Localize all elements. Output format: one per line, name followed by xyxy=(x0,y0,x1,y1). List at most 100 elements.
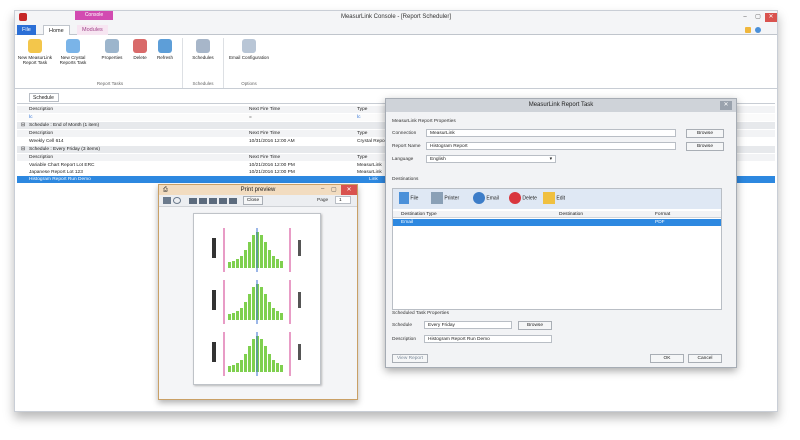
browse-schedule-button[interactable]: Browse xyxy=(518,321,552,330)
report-page-preview xyxy=(193,213,321,385)
browse-report-button[interactable]: Browse xyxy=(686,142,724,151)
page-number-input[interactable]: 1 xyxy=(335,196,351,204)
histogram-bar xyxy=(228,262,231,268)
email-icon xyxy=(242,39,256,53)
dialog-title: MeasurLink Report Task xyxy=(528,102,594,108)
section-scheduled-task: Scheduled Task Properties xyxy=(392,311,449,316)
schedules-button[interactable]: Schedules xyxy=(187,39,219,60)
dest-header: Destination Type Destination Format xyxy=(393,211,721,218)
table-row[interactable]: Weekly Cell 614 10/31/2016 12:00 AM Crys… xyxy=(29,139,391,144)
histogram-bar xyxy=(252,339,255,372)
context-tab-console[interactable]: Console xyxy=(75,11,113,20)
histogram-bar xyxy=(264,294,267,320)
email-configuration-button[interactable]: Email Configuration xyxy=(227,39,271,60)
delete-icon xyxy=(133,39,147,53)
properties-button[interactable]: Properties xyxy=(97,39,127,60)
printer-dest-button[interactable]: Printer xyxy=(431,192,459,204)
email-dest-button[interactable]: Email xyxy=(473,192,499,204)
destinations-panel: File Printer Email Delete Edit Destinati… xyxy=(392,188,722,310)
new-crystal-task-button[interactable]: New Crystal Reports Task xyxy=(57,39,89,66)
two-page-icon[interactable] xyxy=(199,198,207,204)
maximize-icon[interactable]: ▢ xyxy=(755,14,761,20)
connection-field[interactable]: MeasurLink xyxy=(426,129,676,137)
ok-button[interactable]: OK xyxy=(650,354,684,363)
properties-icon xyxy=(105,39,119,53)
tab-home[interactable]: Home xyxy=(43,25,70,35)
help-icon[interactable] xyxy=(745,27,751,33)
histogram-bar xyxy=(228,314,231,320)
tab-schedule[interactable]: Schedule × xyxy=(29,93,59,109)
histogram-bar xyxy=(280,365,283,372)
histogram-stats-text xyxy=(298,344,301,360)
print-icon[interactable] xyxy=(163,197,171,204)
file-dest-button[interactable]: File xyxy=(399,192,418,204)
tab-modules[interactable]: Modules xyxy=(77,25,108,35)
browse-connection-button[interactable]: Browse xyxy=(686,129,724,138)
dest-row[interactable]: Email PDF xyxy=(393,219,721,226)
print-preview-title: Print preview xyxy=(240,187,276,193)
table-row[interactable]: Variable Chart Report Lot ERC 10/21/2016… xyxy=(29,163,382,168)
delete-button[interactable]: Delete xyxy=(129,39,151,60)
report-name-field[interactable]: Histogram Report xyxy=(426,142,676,150)
refresh-button[interactable]: Refresh xyxy=(153,39,177,60)
histogram-bar xyxy=(272,256,275,268)
clock-icon xyxy=(28,39,42,53)
histogram-bar xyxy=(252,287,255,320)
cancel-button[interactable]: Cancel xyxy=(688,354,722,363)
histogram-thumbnails xyxy=(212,228,301,376)
histogram-bar xyxy=(260,287,263,320)
description-field[interactable]: Histogram Report Run Demo xyxy=(424,335,552,343)
print-preview-titlebar: ⎙ Print preview – ▢ ✕ xyxy=(159,185,357,195)
maximize-icon[interactable]: ▢ xyxy=(331,187,337,193)
language-select[interactable]: English ▾ xyxy=(426,155,556,163)
histogram-bar xyxy=(280,313,283,320)
view-report-button[interactable]: View Report xyxy=(392,354,428,363)
histogram-bar xyxy=(280,261,283,268)
settings-icon[interactable] xyxy=(755,27,761,33)
histogram-bar xyxy=(232,313,235,320)
histogram-bar xyxy=(276,311,279,320)
new-measurlink-task-button[interactable]: New MeasurLink Report Task xyxy=(17,39,53,66)
print-preview-window: ⎙ Print preview – ▢ ✕ Close Page 1 xyxy=(158,184,358,400)
one-page-icon[interactable] xyxy=(189,198,197,204)
histogram-bar xyxy=(268,354,271,372)
histogram-bar xyxy=(236,311,239,320)
histogram-bar xyxy=(276,259,279,268)
close-icon[interactable]: ✕ xyxy=(765,13,777,22)
close-icon[interactable]: ✕ xyxy=(720,101,732,110)
group-options: Options xyxy=(241,81,257,86)
minimize-icon[interactable]: – xyxy=(743,14,747,20)
histogram-bar xyxy=(272,360,275,372)
email-icon xyxy=(473,192,485,204)
delete-dest-button[interactable]: Delete xyxy=(509,192,537,204)
connection-label: Connection xyxy=(392,131,417,136)
histogram-axis-labels xyxy=(212,290,216,310)
tab-file[interactable]: File xyxy=(17,25,36,35)
histogram-group xyxy=(212,228,301,376)
histogram-bar xyxy=(248,346,251,372)
file-icon xyxy=(399,192,409,204)
histogram-bar xyxy=(248,294,251,320)
schedule-field[interactable]: Every Friday xyxy=(424,321,512,329)
edit-dest-button[interactable]: Edit xyxy=(543,192,565,204)
close-button[interactable]: Close xyxy=(243,196,263,205)
four-page-icon[interactable] xyxy=(219,198,227,204)
ribbon-separator xyxy=(182,38,183,88)
close-icon[interactable]: ✕ xyxy=(341,185,357,195)
window-title: MeasurLink Console - [Report Scheduler] xyxy=(340,14,452,20)
six-page-icon[interactable] xyxy=(229,198,237,204)
histogram-stats-text xyxy=(298,240,301,256)
refresh-icon xyxy=(158,39,172,53)
three-page-icon[interactable] xyxy=(209,198,217,204)
histogram-bar xyxy=(232,365,235,372)
histogram-bar xyxy=(276,363,279,372)
crystal-icon xyxy=(66,39,80,53)
zoom-icon[interactable] xyxy=(173,197,181,204)
table-row[interactable]: Japanese Report Lot 123 10/21/2016 12:00… xyxy=(29,170,382,175)
histogram-bar xyxy=(244,250,247,268)
minimize-icon[interactable]: – xyxy=(321,186,325,192)
report-task-dialog: MeasurLink Report Task ✕ MeasurLink Repo… xyxy=(385,98,737,368)
print-icon: ⎙ xyxy=(163,187,168,193)
edit-icon xyxy=(543,192,555,204)
histogram-bar xyxy=(264,242,267,268)
